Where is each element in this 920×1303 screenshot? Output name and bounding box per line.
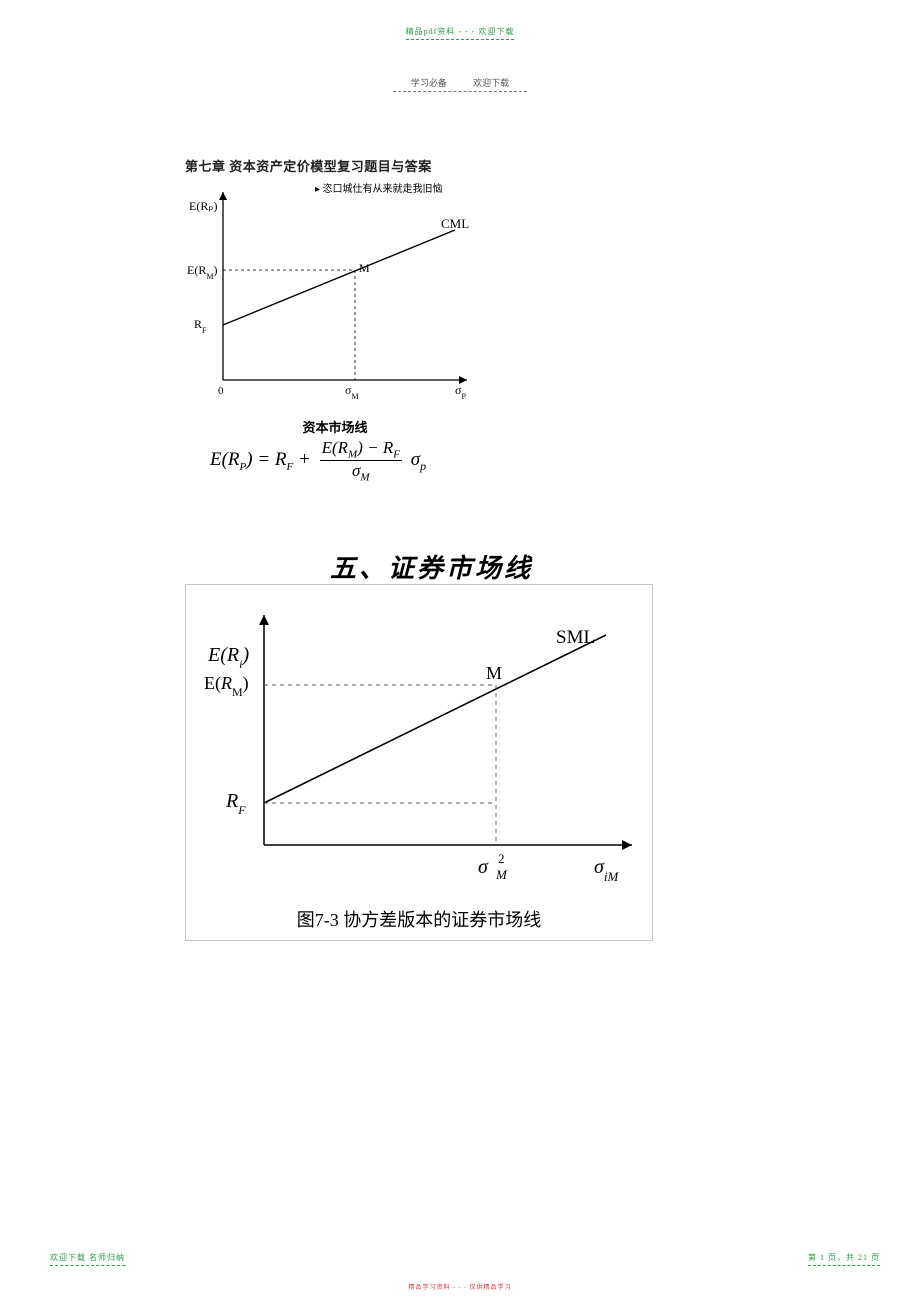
y-axis-top-label: E(Rₚ)	[189, 199, 217, 213]
sml-y-top: E(Ri)	[207, 644, 249, 671]
formula-lhs: E(RP) = RF +	[210, 449, 316, 470]
footer-center: 精品学习资料 - - - 仅供精品学习	[0, 1282, 920, 1291]
sml-x-axis-label: σiM	[594, 856, 619, 884]
cml-figure: ▸ 恣口城仕有从来就走我旧恼 M E(Rₚ) E(RM) RF 0 σM σP …	[185, 180, 485, 436]
sml-y-rf: RF	[225, 790, 246, 817]
formula-fraction: E(RM) − RF σM	[320, 438, 402, 484]
top-banner-text: 精品pdf资料 - - - 欢迎下载	[406, 26, 515, 40]
sml-y-erm: E(RM)	[204, 673, 249, 699]
cml-formula: E(RP) = RF + E(RM) − RF σM σp	[210, 438, 426, 484]
cml-line-label: CML	[441, 216, 469, 231]
x-tick-sigma-m: σM	[345, 383, 359, 401]
formula-denominator: σM	[320, 461, 402, 483]
chapter-title: 第七章 资本资产定价模型复习题目与答案	[185, 156, 432, 175]
footer-right: 第 1 页，共 21 页	[808, 1252, 880, 1266]
sml-point-m: M	[486, 663, 502, 683]
sml-x-sigma-m: σ	[478, 856, 489, 878]
sub-banner: 学习必备 欢迎下载	[0, 76, 920, 92]
point-m-label: M	[359, 261, 370, 275]
cml-chart: ▸ 恣口城仕有从来就走我旧恼 M E(Rₚ) E(RM) RF 0 σM σP …	[185, 180, 477, 408]
sml-x-sigma-m-exp: 2	[498, 851, 505, 866]
footer-left: 欢迎下载 名师归纳	[50, 1252, 125, 1266]
formula-tail: σp	[411, 449, 426, 470]
section-5-title: 五、证券市场线	[330, 548, 533, 585]
sml-x-sigma-m-sub: M	[495, 867, 508, 882]
y-axis-erm-label: E(RM)	[187, 263, 217, 281]
sub-banner-left: 学习必备	[411, 76, 447, 89]
partial-top-text: ▸ 恣口城仕有从来就走我旧恼	[315, 182, 443, 195]
formula-numerator: E(RM) − RF	[320, 438, 402, 461]
y-axis-rf-label: RF	[194, 317, 207, 335]
x-axis-label: σP	[455, 383, 466, 401]
cml-caption: 资本市场线	[185, 417, 485, 436]
origin-label: 0	[218, 385, 224, 397]
sml-chart: M E(Ri) E(RM) RF σ 2 M σiM SML	[186, 585, 652, 895]
sub-banner-right: 欢迎下载	[473, 76, 509, 89]
top-banner: 精品pdf资料 - - - 欢迎下载	[0, 26, 920, 40]
sml-figure: M E(Ri) E(RM) RF σ 2 M σiM SML 图7-3 协方差版…	[185, 584, 653, 941]
sml-caption: 图7-3 协方差版本的证券市场线	[186, 900, 652, 940]
sml-line-label: SML	[556, 627, 595, 648]
